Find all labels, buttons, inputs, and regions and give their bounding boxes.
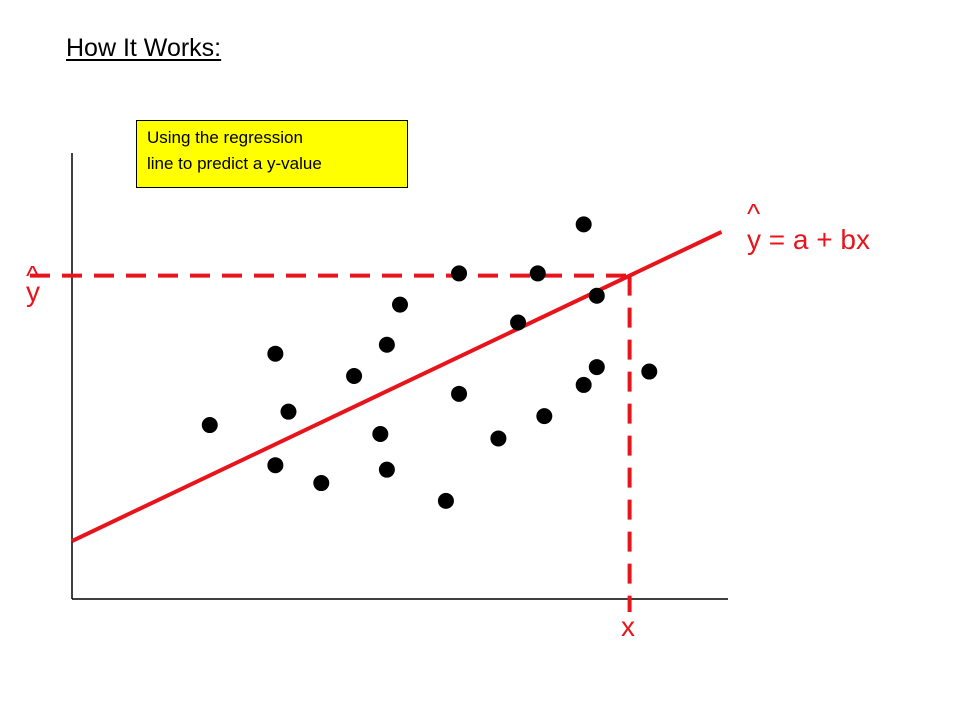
regression-equation: y = a + bx bbox=[747, 224, 870, 255]
prediction-guides bbox=[30, 273, 632, 612]
data-point bbox=[641, 363, 658, 380]
equation-hat: ^ bbox=[747, 198, 761, 229]
data-point bbox=[378, 336, 395, 353]
data-point bbox=[392, 296, 408, 313]
data-point bbox=[451, 265, 468, 282]
y-hat-caret: ^ bbox=[26, 260, 40, 291]
data-point bbox=[510, 314, 527, 331]
data-point bbox=[437, 492, 454, 509]
regression-line-group bbox=[71, 230, 723, 543]
data-point bbox=[588, 359, 605, 376]
data-point bbox=[529, 265, 546, 282]
data-point bbox=[280, 403, 297, 420]
regression-line bbox=[71, 230, 723, 543]
data-point bbox=[313, 475, 330, 492]
data-point bbox=[378, 461, 395, 478]
slide-title: How It Works: bbox=[66, 34, 222, 62]
callout-line-1: Using the regression bbox=[147, 128, 303, 147]
x-value-label: x bbox=[621, 611, 635, 642]
y-hat-label: y bbox=[26, 276, 40, 307]
axes bbox=[71, 153, 728, 600]
callout-box: Using the regression line to predict a y… bbox=[136, 120, 408, 188]
data-point bbox=[575, 216, 592, 233]
data-point bbox=[575, 376, 592, 393]
data-point bbox=[490, 430, 507, 447]
data-point bbox=[267, 457, 284, 474]
data-point bbox=[588, 287, 605, 304]
callout-line-2: line to predict a y-value bbox=[147, 154, 322, 173]
data-point bbox=[536, 408, 553, 425]
data-points bbox=[201, 216, 658, 509]
data-point bbox=[372, 425, 389, 442]
data-point bbox=[201, 417, 218, 434]
data-point bbox=[451, 385, 468, 402]
data-point bbox=[346, 368, 363, 384]
data-point bbox=[267, 345, 284, 362]
